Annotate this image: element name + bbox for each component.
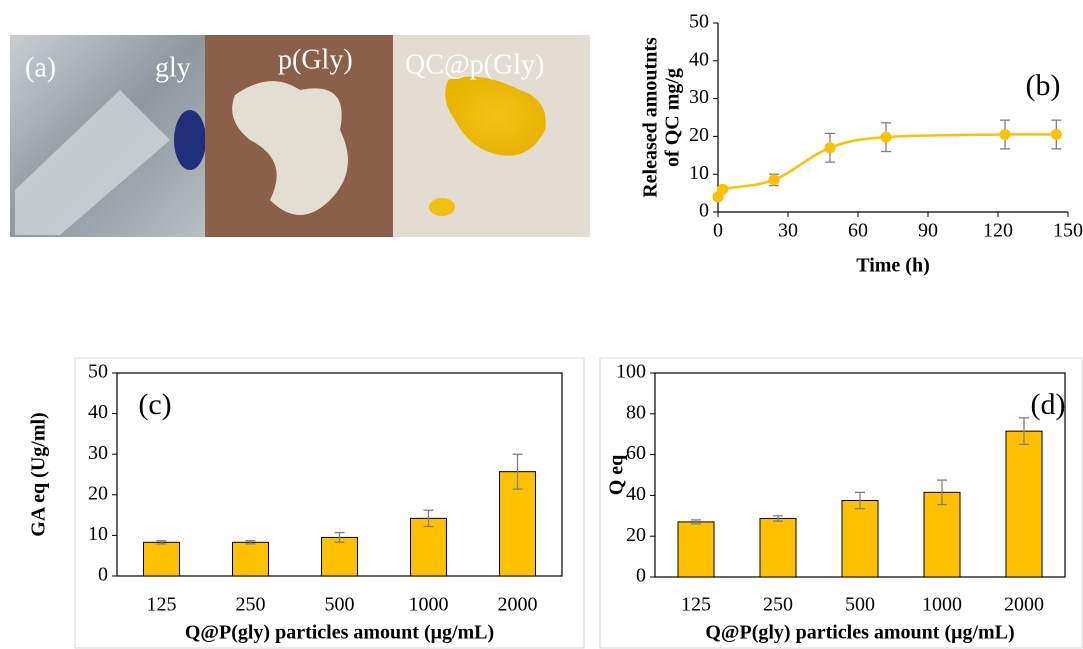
y-tick-label: 20	[689, 124, 709, 146]
x-tick-label: 250	[763, 594, 793, 616]
y-tick-label: 60	[626, 442, 646, 464]
x-tick-label: 2000	[1004, 594, 1044, 616]
x-tick-label: 90	[918, 220, 938, 242]
x-tick-label: 500	[325, 594, 355, 616]
y-tick-label: 50	[88, 361, 108, 383]
point	[1051, 129, 1062, 140]
x-tick-label: 0	[713, 220, 723, 242]
bar	[233, 542, 269, 576]
photo-caption: QC@p(Gly)	[405, 49, 544, 80]
panel-label: (b)	[1026, 69, 1061, 102]
y-tick-label: 30	[88, 442, 108, 464]
photo-caption: p(Gly)	[278, 44, 353, 75]
x-tick-label: 1000	[409, 594, 449, 616]
x-tick-label: 500	[845, 594, 875, 616]
y-tick-label: 10	[689, 162, 709, 184]
x-tick-label: 125	[681, 594, 711, 616]
y-axis-title: Released amoutnts	[640, 37, 662, 198]
y-axis-title: of QC mg/g	[662, 68, 684, 167]
panel-label: (a)	[25, 52, 56, 83]
y-tick-label: 100	[616, 361, 646, 383]
y-axis-title: Q eq	[606, 455, 628, 496]
y-tick-label: 40	[689, 48, 709, 70]
x-axis-title: Q@P(gly) particles amount (μg/mL)	[185, 622, 494, 644]
bar	[842, 501, 878, 578]
y-tick-label: 10	[88, 523, 108, 545]
y-tick-label: 80	[626, 401, 646, 423]
x-tick-label: 60	[848, 220, 868, 242]
bar	[678, 522, 714, 577]
bar	[322, 537, 358, 576]
y-axis-title: GA eq (Ug/ml)	[28, 412, 50, 536]
x-tick-label: 30	[778, 220, 798, 242]
x-tick-label: 2000	[498, 594, 538, 616]
y-tick-label: 30	[689, 86, 709, 108]
y-tick-label: 20	[626, 524, 646, 546]
x-axis-title: Q@P(gly) particles amount (μg/mL)	[705, 622, 1014, 644]
y-tick-label: 40	[88, 401, 108, 423]
x-tick-label: 150	[1053, 220, 1083, 242]
y-tick-label: 50	[689, 11, 709, 33]
x-tick-label: 1000	[922, 594, 962, 616]
bar	[144, 542, 180, 576]
y-tick-label: 40	[626, 483, 646, 505]
point	[881, 132, 892, 143]
photo-caption: gly	[155, 52, 191, 83]
bar	[760, 518, 796, 577]
x-tick-label: 125	[147, 594, 177, 616]
glove	[174, 110, 206, 170]
figure: (a) gly p(Gly) QC@p(Gly) 010203040500306…	[0, 0, 1083, 649]
y-tick-label: 0	[98, 564, 108, 586]
x-axis-title: Time (h)	[856, 255, 930, 277]
point	[717, 184, 728, 195]
point	[1000, 129, 1011, 140]
y-tick-label: 0	[699, 200, 709, 222]
x-tick-label: 120	[983, 220, 1013, 242]
y-tick-label: 20	[88, 482, 108, 504]
point	[825, 142, 836, 153]
panel-label: (d)	[1031, 388, 1066, 421]
photo-panel: (a) gly p(Gly) QC@p(Gly)	[10, 35, 590, 237]
x-tick-label: 250	[236, 594, 266, 616]
panel-label: (c)	[138, 388, 171, 421]
yellow-piece	[429, 198, 455, 216]
bar	[1006, 431, 1042, 577]
page: (a) gly p(Gly) QC@p(Gly) 010203040500306…	[0, 0, 1083, 649]
point	[769, 174, 780, 185]
y-tick-label: 0	[636, 565, 646, 587]
